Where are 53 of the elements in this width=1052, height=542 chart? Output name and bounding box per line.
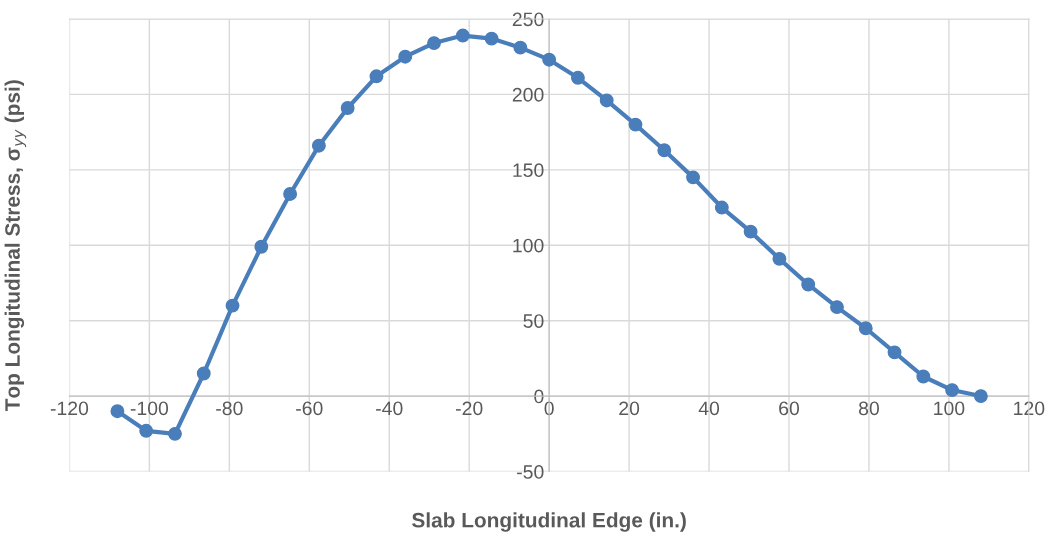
x-tick-label: -40 [376, 401, 403, 416]
point [513, 40, 528, 55]
point [628, 117, 643, 132]
point [830, 300, 844, 315]
point [427, 36, 441, 51]
x-tick-label: 100 [934, 401, 965, 416]
y-tick-label: 150 [513, 163, 544, 178]
y-tick-label: -50 [517, 465, 544, 479]
point [455, 28, 470, 43]
point [369, 69, 384, 84]
x-tick-label: 0 [544, 401, 554, 416]
point [686, 170, 701, 185]
point [168, 426, 182, 441]
point [657, 143, 672, 158]
point [311, 138, 326, 153]
x-tick-label: 80 [858, 401, 880, 416]
y-tick-label: 100 [513, 238, 544, 253]
point [139, 423, 154, 438]
y-axis-title: Top Longitudinal Stress, σ$_{yy}$ (psi) [4, 80, 27, 412]
x-axis-title: Slab Longitudinal Edge (in.) [412, 512, 686, 532]
point [945, 383, 960, 398]
x-tick-label: -120 [50, 401, 89, 416]
x-tick-label: -60 [296, 401, 323, 416]
point [196, 366, 211, 381]
point [110, 404, 125, 419]
y-tick-label: 250 [512, 12, 544, 27]
point [484, 31, 499, 46]
point [714, 200, 729, 215]
point [340, 101, 355, 115]
x-tick-label: 120 [1014, 401, 1045, 416]
point [801, 277, 816, 292]
point [254, 239, 269, 254]
point [772, 251, 787, 266]
point [283, 187, 298, 201]
point [599, 93, 614, 108]
point [225, 298, 240, 313]
y-tick-label: 0 [534, 389, 544, 404]
point [858, 321, 873, 336]
point [398, 49, 413, 64]
point [916, 369, 931, 384]
point [743, 224, 758, 239]
x-tick-label: -100 [130, 401, 169, 416]
y-tick-label: 200 [512, 87, 544, 102]
point [570, 70, 585, 85]
point [542, 52, 557, 67]
x-tick-label: 20 [619, 401, 640, 416]
point [887, 345, 902, 360]
y-tick-label: 50 [523, 314, 544, 328]
x-tick-label: -20 [456, 401, 483, 416]
point [973, 389, 988, 404]
x-tick-label: -80 [216, 401, 243, 416]
x-tick-label: 60 [779, 401, 800, 416]
x-tick-label: 40 [698, 401, 720, 416]
